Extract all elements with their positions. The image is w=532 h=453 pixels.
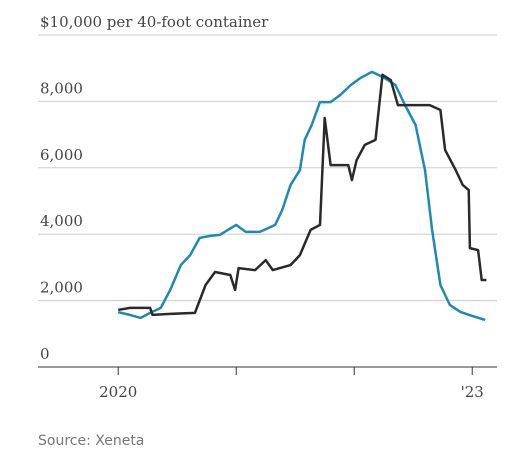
line-series <box>117 73 487 317</box>
line-series <box>117 70 486 322</box>
y-tick-label: 2,000 <box>40 279 83 297</box>
y-tick-label: $10,000 per 40-foot container <box>40 13 269 31</box>
x-tick-label: '23 <box>461 383 484 401</box>
y-tick-label: 6,000 <box>40 146 83 164</box>
x-tick-label: 2020 <box>99 383 137 401</box>
y-tick-label: 0 <box>40 345 50 363</box>
y-tick-label: 4,000 <box>40 212 83 230</box>
source: Source: Xeneta <box>38 433 144 449</box>
y-tick-label: 8,000 <box>40 79 83 97</box>
